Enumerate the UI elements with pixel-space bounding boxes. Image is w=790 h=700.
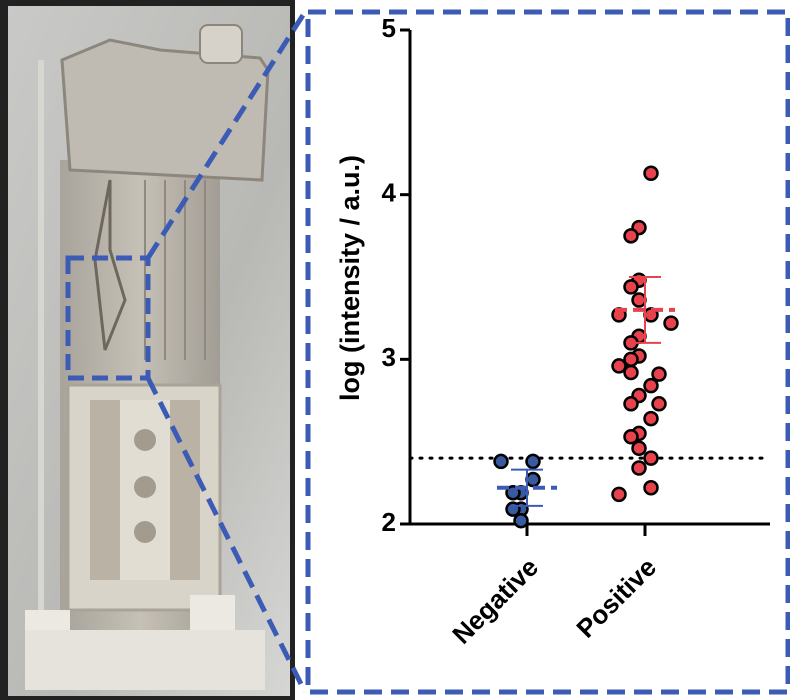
y-tick-label: 4 — [382, 178, 397, 208]
data-point — [495, 455, 508, 468]
x-tick-label: Positive — [570, 552, 662, 644]
data-point — [653, 368, 666, 381]
data-point — [625, 280, 638, 293]
data-point — [633, 462, 646, 475]
data-point — [653, 397, 666, 410]
data-point — [645, 379, 658, 392]
data-point — [507, 503, 520, 516]
data-point — [645, 167, 658, 180]
y-tick-label: 5 — [382, 13, 396, 43]
data-point — [633, 294, 646, 307]
figure: log (intensity / a.u.) 2 3 4 5 Negative Posit… — [0, 0, 790, 700]
data-point — [645, 452, 658, 465]
data-point — [527, 473, 540, 486]
data-point — [625, 366, 638, 379]
y-tick-label: 3 — [382, 342, 396, 372]
data-point — [625, 397, 638, 410]
data-point — [665, 317, 678, 330]
data-point — [633, 442, 646, 455]
device-photo — [0, 0, 295, 700]
data-point — [625, 229, 638, 242]
data-point — [645, 412, 658, 425]
data-point — [613, 488, 626, 501]
y-tick-label: 2 — [382, 507, 396, 537]
data-point — [515, 514, 528, 527]
data-point — [645, 481, 658, 494]
data-point — [527, 455, 540, 468]
x-tick-label: Negative — [446, 552, 544, 650]
y-axis-label: log (intensity / a.u.) — [335, 155, 365, 401]
data-point — [625, 430, 638, 443]
